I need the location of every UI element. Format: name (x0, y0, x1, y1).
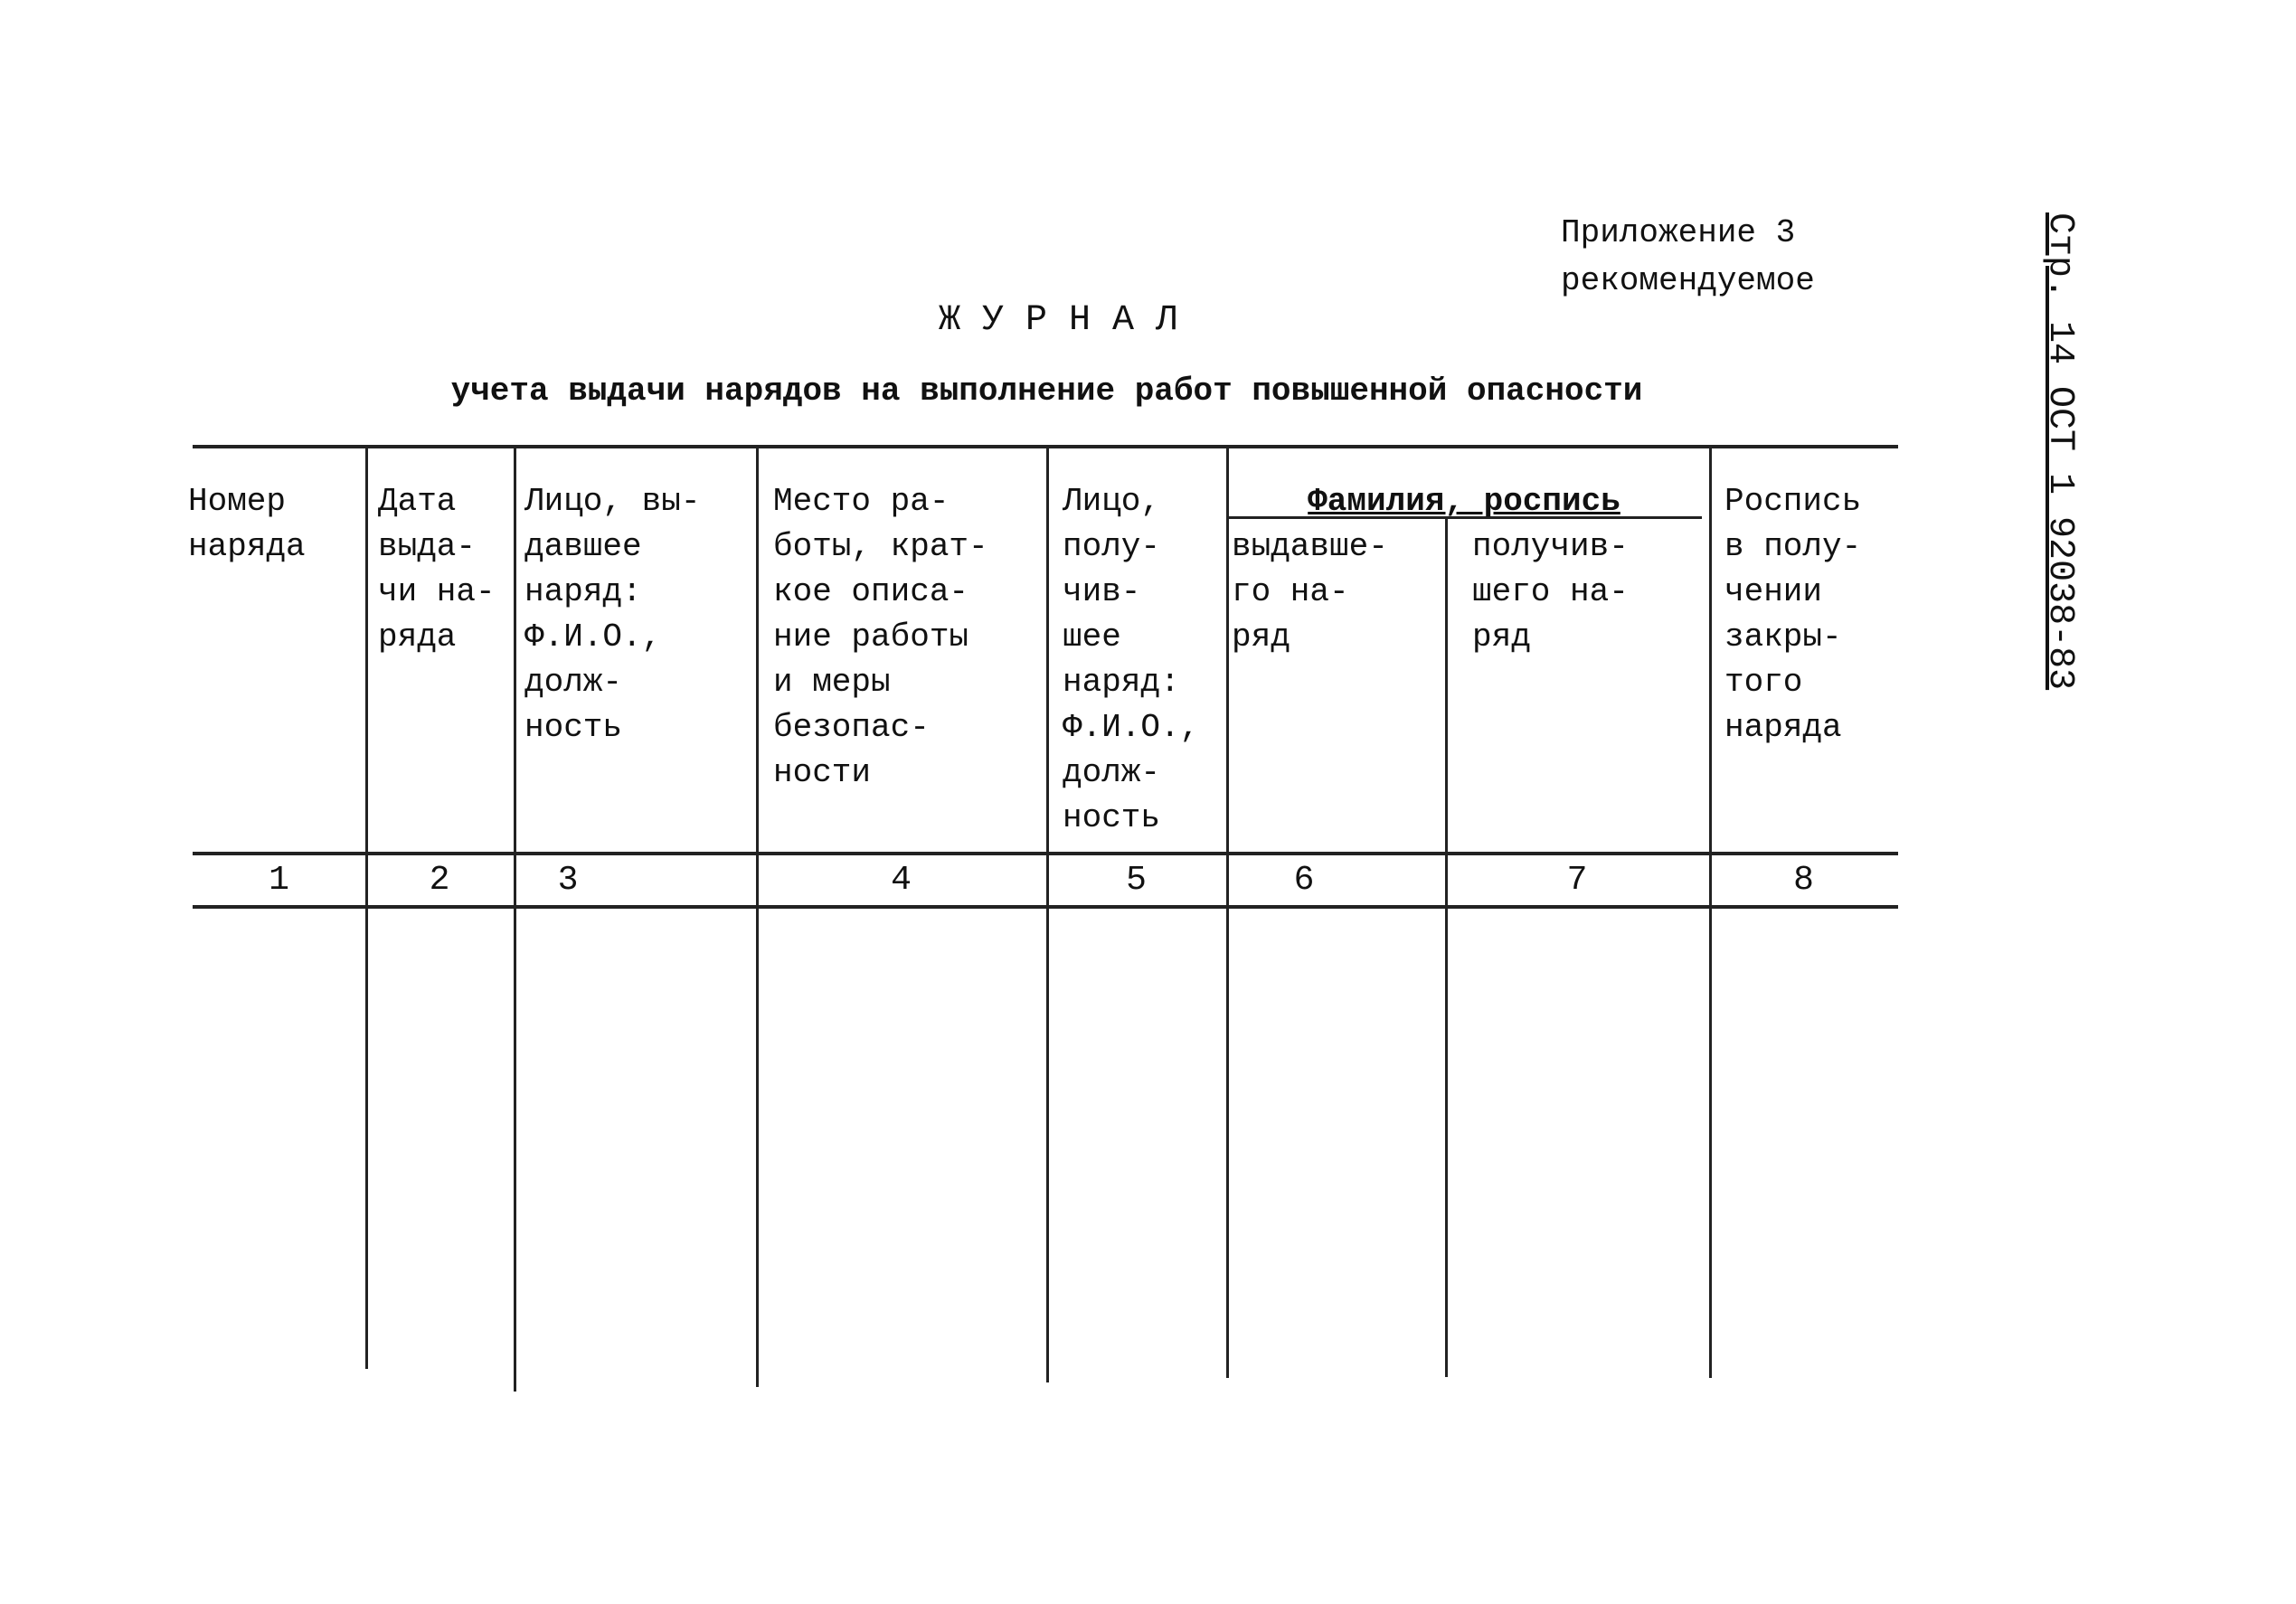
header-issuer-signature: выдавше- го на- ряд (1232, 528, 1388, 656)
column-divider (1709, 447, 1712, 1378)
column-number: 3 (557, 861, 579, 900)
page-reference: Стр. 14 ОСТ 1 92038-83 (2039, 212, 2080, 691)
column-number: 2 (429, 861, 450, 900)
column-number: 4 (891, 861, 912, 900)
header-bottom-border (193, 852, 1898, 855)
header-closed-signature: Роспись в полу- чении закры- того наряда (1724, 483, 1862, 746)
column-divider (514, 447, 516, 1392)
column-divider (1226, 447, 1229, 1378)
column-divider (756, 447, 759, 1387)
table-top-border (193, 445, 1898, 448)
header-issuer: Лицо, вы- давшее наряд: Ф.И.О., долж- но… (524, 483, 701, 746)
document-title: Ж У Р Н А Л (938, 300, 1178, 341)
column-number: 8 (1793, 861, 1814, 900)
appendix-label: Приложение 3 (1561, 214, 1796, 251)
number-row-border (193, 905, 1898, 909)
header-issue-date: Дата выда- чи на- ряда (378, 483, 496, 656)
column-number: 7 (1566, 861, 1588, 900)
appendix-recommended: рекомендуемое (1561, 262, 1815, 299)
column-number: 5 (1126, 861, 1147, 900)
column-number: 6 (1293, 861, 1315, 900)
header-work-place: Место ра- боты, крат- кое описа- ние раб… (773, 483, 988, 791)
column-divider (1046, 447, 1049, 1382)
column-number: 1 (269, 861, 289, 900)
document-subtitle: учета выдачи нарядов на выполнение работ… (450, 373, 1643, 410)
group-header-divider (1226, 516, 1702, 519)
column-divider (1445, 518, 1448, 1377)
header-order-number: Номер наряда (188, 483, 306, 565)
column-divider (365, 447, 368, 1369)
group-header-signature: Фамилия, роспись (1308, 483, 1620, 520)
header-receiver: Лицо, полу- чив- шее наряд: Ф.И.О., долж… (1063, 483, 1200, 836)
header-receiver-signature: получив- шего на- ряд (1472, 528, 1629, 656)
